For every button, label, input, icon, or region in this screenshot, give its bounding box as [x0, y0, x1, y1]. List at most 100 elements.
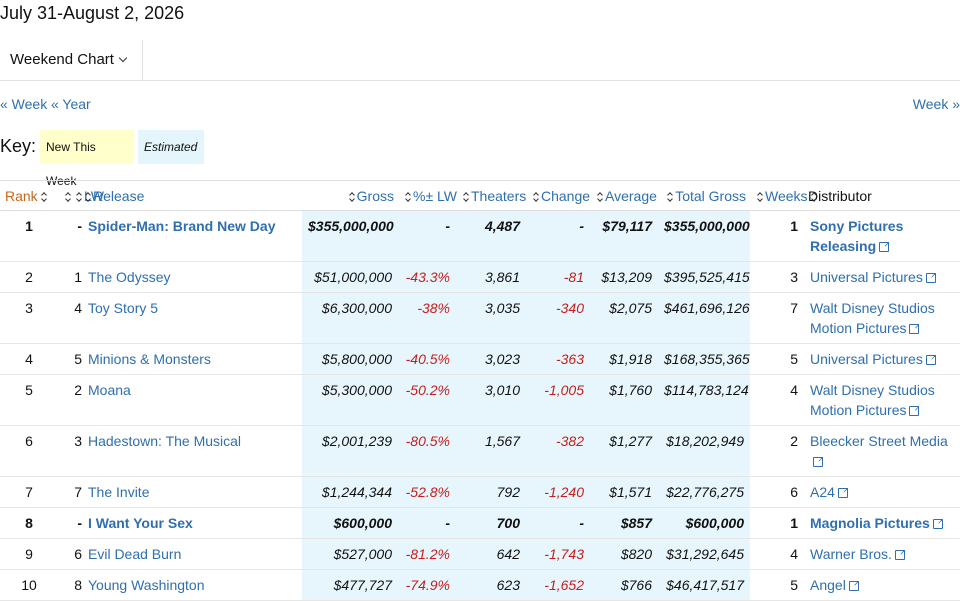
column-header[interactable]: Average [590, 180, 658, 211]
distributor-link[interactable]: Warner Bros. [810, 546, 892, 562]
cell-pct-lw: - [398, 210, 456, 262]
cell-text: 5 [74, 351, 82, 367]
cell-rank: 8 [0, 507, 58, 539]
column-label[interactable]: Average [605, 187, 657, 204]
cell-weeks: 1 [750, 507, 804, 539]
release-link[interactable]: Minions & Monsters [88, 351, 211, 367]
chevron [118, 53, 128, 63]
external-link-icon[interactable] [879, 242, 890, 252]
cell-text: 4 [790, 546, 798, 562]
release-link[interactable]: Spider-Man: Brand New Day [88, 218, 276, 234]
distributor-link[interactable]: Walt Disney Studios Motion Pictures [810, 300, 935, 336]
table-row: 3 4 Toy Story 5 $6,300,000 -38% 3,035 -340 $2,0… [0, 292, 960, 344]
release-link[interactable]: Hadestown: The Musical [88, 433, 242, 449]
cell-gross: $1,244,344 [302, 476, 398, 508]
cell-gross: $477,727 [302, 569, 398, 601]
table-row: 7 7 The Invite $1,244,344 -52.8% 792 -1,240 $1,… [0, 476, 960, 508]
cell-change: -1,652 [526, 569, 590, 601]
column-label[interactable]: %± LW [413, 187, 457, 204]
column-label[interactable]: Theaters [471, 187, 527, 204]
distributor-link[interactable]: Angel [810, 577, 846, 593]
cell-text: $79,117 [602, 218, 652, 234]
distributor-link[interactable]: Walt Disney Studios Motion Pictures [810, 382, 935, 418]
column-header[interactable]: Rank [0, 180, 58, 211]
distributor-link[interactable]: Bleecker Street Media [810, 433, 948, 449]
column-header[interactable]: Gross [302, 180, 398, 211]
release-link[interactable]: The Invite [88, 484, 150, 500]
distributor-link[interactable]: Sony Pictures Releasing [810, 218, 904, 254]
cell-text: $857 [620, 515, 652, 531]
cell-pct-lw: -80.5% [398, 425, 456, 477]
sort-icon [65, 192, 71, 202]
cell-text: 5 [25, 382, 33, 398]
column-header[interactable]: Weeks [750, 180, 808, 211]
external-link-icon[interactable] [813, 457, 823, 467]
column-header[interactable]: Total Gross [658, 180, 750, 211]
cell-text: $51,000,000 [314, 269, 392, 285]
nav-next-week[interactable]: Week » [912, 96, 960, 112]
cell-text: $477,727 [333, 577, 392, 593]
release-link[interactable]: Evil Dead Burn [88, 546, 182, 562]
cell-text: $461,696,126 [664, 300, 750, 316]
cell-text: 8 [25, 515, 33, 531]
release-link[interactable]: Moana [88, 382, 131, 398]
cell-gross: $51,000,000 [302, 261, 398, 293]
release-link[interactable]: The Odyssey [88, 269, 171, 285]
cell-text: 4 [74, 300, 82, 316]
cell-text: 1 [25, 218, 33, 234]
cell-gross: $2,001,239 [302, 425, 398, 477]
cell-total-gross: $600,000 [658, 507, 750, 539]
sort-icon [667, 192, 673, 202]
cell-theaters: 642 [456, 538, 526, 570]
cell-lw: 4 [58, 292, 82, 344]
column-label[interactable]: Rank [5, 187, 38, 204]
distributor-link[interactable]: Universal Pictures [810, 269, 923, 285]
cell-text: $18,202,949 [666, 433, 744, 449]
distributor-link[interactable]: Magnolia Pictures [810, 515, 930, 531]
tab[interactable]: Weekend Chart [0, 40, 143, 80]
column-header[interactable]: Change [526, 180, 591, 211]
cell-text: 7 [790, 300, 798, 316]
column-header[interactable]: LW [58, 180, 104, 211]
cell-average: $1,277 [590, 425, 658, 477]
external-link-icon[interactable] [837, 488, 848, 498]
cell-release: Toy Story 5 [82, 292, 302, 344]
external-link-icon[interactable] [848, 581, 859, 591]
cell-pct-lw: - [398, 507, 456, 539]
distributor-link[interactable]: A24 [810, 484, 835, 500]
column-label[interactable]: Release [93, 187, 145, 204]
nav-prev-week[interactable]: « Week [0, 96, 48, 112]
external-link-icon[interactable] [925, 355, 936, 365]
column-label[interactable]: Weeks [765, 187, 808, 204]
external-link-icon[interactable] [932, 519, 943, 529]
cell-total-gross: $395,525,415 [658, 261, 750, 293]
cell-release: Young Washington [82, 569, 302, 601]
cell-release: The Invite [82, 476, 302, 508]
cell-text: 642 [496, 546, 520, 562]
cell-text: $1,760 [609, 382, 652, 398]
column-label[interactable]: Change [541, 187, 591, 204]
sort-icon [76, 192, 82, 202]
cell-theaters: 700 [456, 507, 526, 539]
tab-label[interactable]: Weekend Chart [10, 51, 114, 68]
release-link[interactable]: I Want Your Sex [88, 515, 193, 531]
distributor-link[interactable]: Universal Pictures [810, 351, 923, 367]
release-link[interactable]: Toy Story 5 [88, 300, 159, 316]
column-header[interactable]: Release [82, 180, 302, 211]
cell-theaters: 792 [456, 476, 526, 508]
column-label[interactable]: Total Gross [675, 187, 746, 204]
nav-prev-year[interactable]: « Year [51, 96, 91, 112]
external-link-icon[interactable] [909, 406, 920, 416]
cell-release: Evil Dead Burn [82, 538, 302, 570]
external-link-icon[interactable] [925, 273, 936, 283]
cell-theaters: 3,010 [456, 374, 526, 426]
column-header[interactable]: Distributor [804, 180, 960, 211]
external-link-icon[interactable] [909, 324, 920, 334]
column-label[interactable]: Distributor [808, 187, 872, 204]
column-label[interactable]: Gross [356, 187, 394, 204]
sort-icon [811, 192, 817, 202]
release-link[interactable]: Young Washington [88, 577, 205, 593]
external-link-icon[interactable] [894, 550, 905, 560]
column-header[interactable]: %± LW [398, 180, 457, 211]
column-header[interactable]: Theaters [456, 180, 527, 211]
